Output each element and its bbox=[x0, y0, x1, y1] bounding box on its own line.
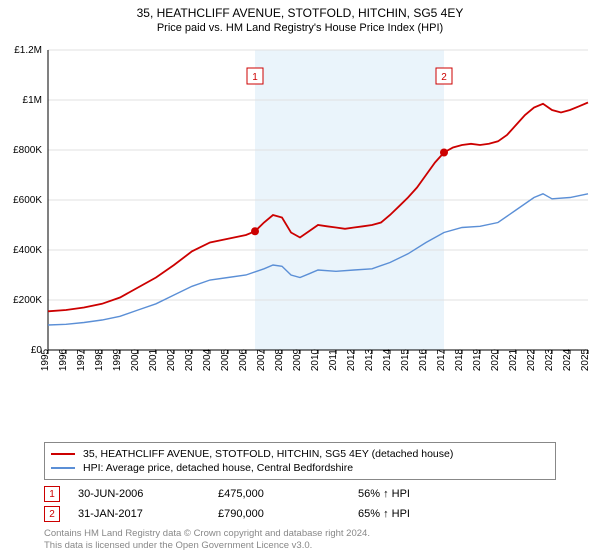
x-tick-label: 2016 bbox=[418, 348, 429, 371]
x-tick-label: 2025 bbox=[580, 348, 591, 371]
x-tick-label: 2007 bbox=[256, 348, 267, 371]
x-tick-label: 2023 bbox=[544, 348, 555, 371]
x-tick-label: 2017 bbox=[436, 348, 447, 371]
callout-price: £475,000 bbox=[218, 488, 358, 500]
y-tick-label: £800K bbox=[13, 145, 42, 156]
y-tick-label: £1M bbox=[23, 95, 42, 106]
chart-title: 35, HEATHCLIFF AVENUE, STOTFOLD, HITCHIN… bbox=[0, 0, 600, 20]
x-tick-label: 2006 bbox=[238, 348, 249, 371]
footer-line-1: Contains HM Land Registry data © Crown c… bbox=[44, 528, 556, 540]
x-tick-label: 2015 bbox=[400, 348, 411, 371]
x-tick-label: 2022 bbox=[526, 348, 537, 371]
x-tick-label: 2013 bbox=[364, 348, 375, 371]
chart-area: £0£200K£400K£600K£800K£1M£1.2M1995199619… bbox=[0, 44, 600, 404]
x-tick-label: 2000 bbox=[130, 348, 141, 371]
chart-svg: £0£200K£400K£600K£800K£1M£1.2M1995199619… bbox=[0, 44, 600, 404]
callout-pct: 65% ↑ HPI bbox=[358, 508, 498, 520]
legend-swatch bbox=[51, 453, 75, 455]
chart-subtitle: Price paid vs. HM Land Registry's House … bbox=[0, 20, 600, 34]
y-tick-label: £600K bbox=[13, 195, 42, 206]
callout-row: 1 30-JUN-2006£475,00056% ↑ HPI bbox=[44, 484, 556, 504]
x-tick-label: 2012 bbox=[346, 348, 357, 371]
legend: 35, HEATHCLIFF AVENUE, STOTFOLD, HITCHIN… bbox=[44, 442, 556, 480]
x-tick-label: 2018 bbox=[454, 348, 465, 371]
x-tick-label: 2009 bbox=[292, 348, 303, 371]
footer-attribution: Contains HM Land Registry data © Crown c… bbox=[44, 528, 556, 553]
y-tick-label: £1.2M bbox=[14, 45, 42, 56]
callout-pct: 56% ↑ HPI bbox=[358, 488, 498, 500]
x-tick-label: 2019 bbox=[472, 348, 483, 371]
x-tick-label: 1999 bbox=[112, 348, 123, 371]
legend-label: 35, HEATHCLIFF AVENUE, STOTFOLD, HITCHIN… bbox=[83, 448, 453, 460]
x-tick-label: 2010 bbox=[310, 348, 321, 371]
x-tick-label: 2014 bbox=[382, 348, 393, 371]
footer-line-2: This data is licensed under the Open Gov… bbox=[44, 540, 556, 552]
x-tick-label: 1997 bbox=[76, 348, 87, 371]
x-tick-label: 1998 bbox=[94, 348, 105, 371]
legend-label: HPI: Average price, detached house, Cent… bbox=[83, 462, 353, 474]
callout-date: 30-JUN-2006 bbox=[78, 488, 218, 500]
callout-table: 1 30-JUN-2006£475,00056% ↑ HPI 2 31-JAN-201… bbox=[44, 484, 556, 524]
marker-badge-label: 1 bbox=[252, 72, 258, 83]
legend-row: 35, HEATHCLIFF AVENUE, STOTFOLD, HITCHIN… bbox=[51, 447, 549, 461]
x-tick-label: 2011 bbox=[328, 349, 339, 371]
x-tick-label: 2001 bbox=[148, 348, 159, 371]
callout-badge: 1 bbox=[44, 486, 60, 502]
callout-row: 2 31-JAN-2017£790,00065% ↑ HPI bbox=[44, 504, 556, 524]
x-tick-label: 2005 bbox=[220, 348, 231, 371]
x-tick-label: 2004 bbox=[202, 348, 213, 371]
x-tick-label: 2008 bbox=[274, 348, 285, 371]
y-tick-label: £200K bbox=[13, 295, 42, 306]
callout-badge: 2 bbox=[44, 506, 60, 522]
x-tick-label: 1995 bbox=[40, 348, 51, 371]
legend-row: HPI: Average price, detached house, Cent… bbox=[51, 461, 549, 475]
x-tick-label: 2002 bbox=[166, 348, 177, 371]
x-tick-label: 2021 bbox=[508, 348, 519, 371]
marker-dot bbox=[440, 149, 448, 157]
callout-date: 31-JAN-2017 bbox=[78, 508, 218, 520]
marker-badge-label: 2 bbox=[441, 72, 447, 83]
callout-price: £790,000 bbox=[218, 508, 358, 520]
x-tick-label: 2020 bbox=[490, 348, 501, 371]
legend-swatch bbox=[51, 467, 75, 469]
x-tick-label: 2024 bbox=[562, 348, 573, 371]
x-tick-label: 2003 bbox=[184, 348, 195, 371]
marker-dot bbox=[251, 227, 259, 235]
y-tick-label: £400K bbox=[13, 245, 42, 256]
x-tick-label: 1996 bbox=[58, 348, 69, 371]
